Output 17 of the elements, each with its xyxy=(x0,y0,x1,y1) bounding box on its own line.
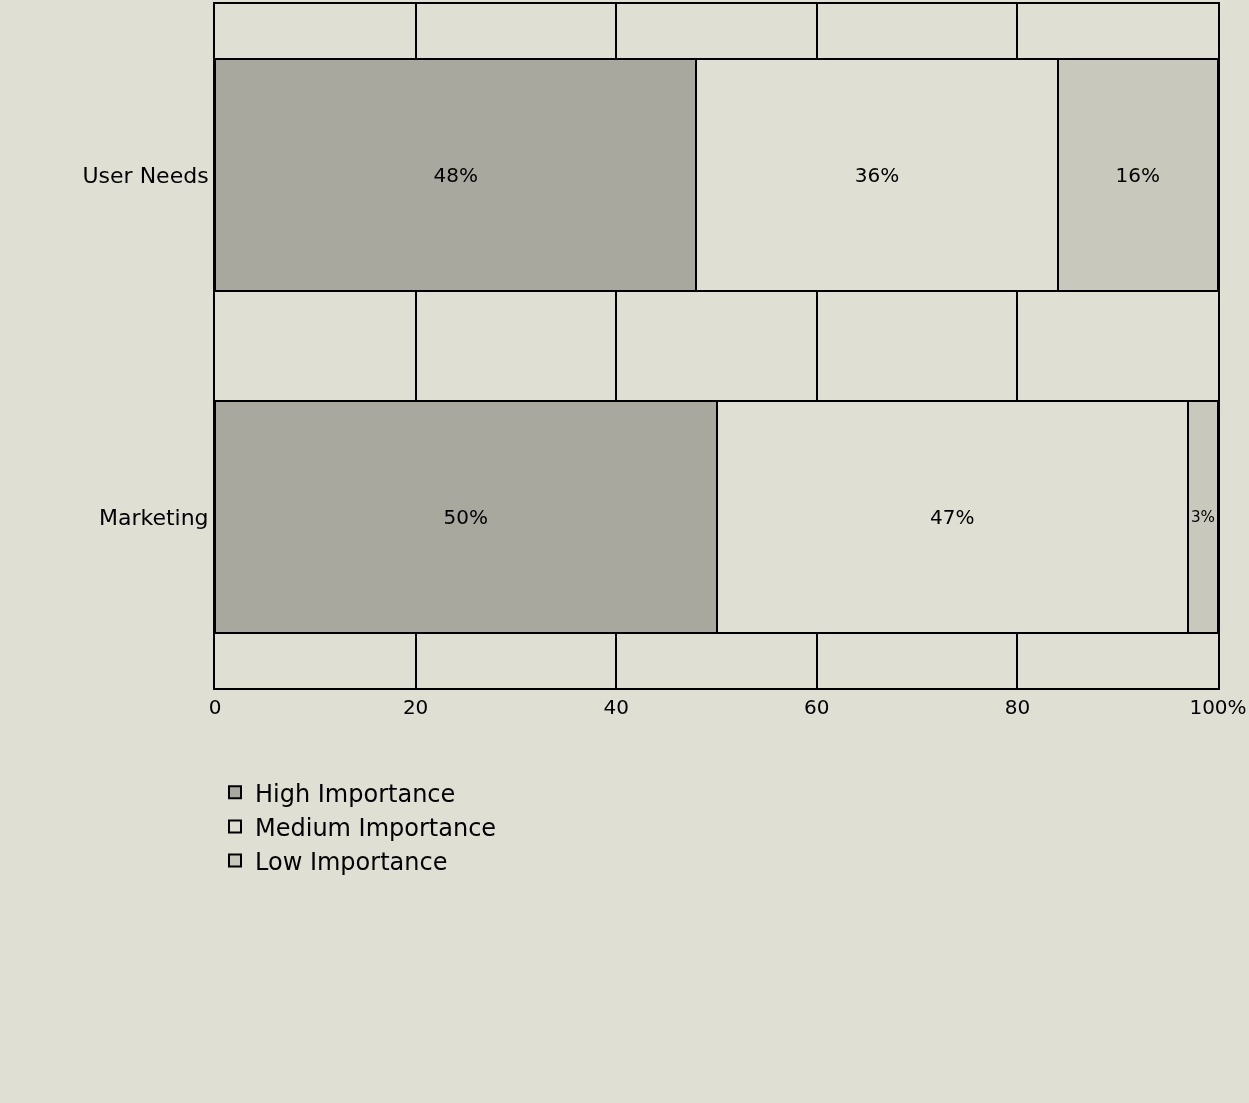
data-label: 47% xyxy=(929,505,975,529)
data-label: 3% xyxy=(1190,508,1215,527)
legend-label: Low Importance xyxy=(255,847,448,876)
x-tick-label: 100% xyxy=(1189,695,1247,719)
x-tick-label: 60 xyxy=(804,695,830,719)
legend-label: High Importance xyxy=(255,779,456,808)
y-tick-label: User Needs xyxy=(82,162,209,188)
data-label: 50% xyxy=(443,505,488,529)
x-tick-label: 20 xyxy=(402,695,429,719)
data-label: 48% xyxy=(433,163,478,187)
data-label: 36% xyxy=(854,163,900,187)
x-tick-label: 40 xyxy=(603,695,629,719)
data-label: 16% xyxy=(1115,163,1160,187)
y-tick-label: Marketing xyxy=(98,504,209,530)
x-tick-label: 0 xyxy=(208,695,222,719)
x-tick-label: 80 xyxy=(1004,695,1031,719)
legend-label: Medium Importance xyxy=(255,813,497,842)
